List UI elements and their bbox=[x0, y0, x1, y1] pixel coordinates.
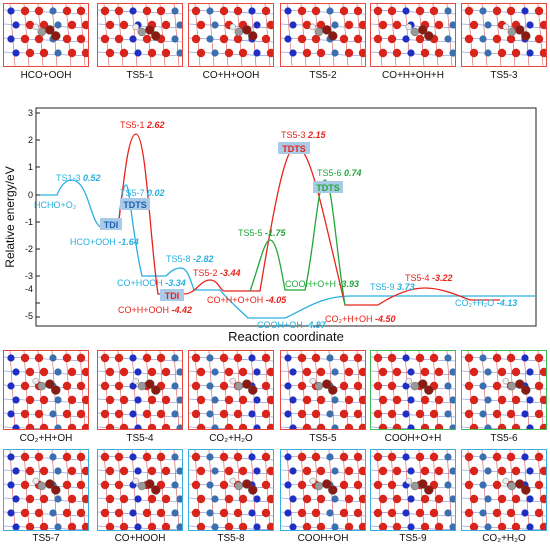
slab-structure-picture bbox=[462, 4, 546, 66]
slab-structure-picture bbox=[281, 351, 365, 429]
caption-co-h-oh-h: CO+H+OH+H bbox=[382, 70, 444, 81]
slab-structure-picture bbox=[281, 450, 365, 530]
panel-ts5-2 bbox=[280, 3, 366, 67]
caption-co2-h2o-final: CO₂+H₂O bbox=[482, 533, 526, 544]
slab-structure-picture bbox=[462, 450, 546, 530]
panel-hco-ooh bbox=[3, 3, 89, 67]
caption-ts5-6: TS5-6 bbox=[490, 433, 518, 444]
panel-co2-h2o-final bbox=[461, 449, 547, 531]
panel-co-h-ooh bbox=[188, 3, 274, 67]
red-energy-path bbox=[117, 133, 500, 306]
slab-structure-picture bbox=[189, 4, 273, 66]
slab-structure-picture bbox=[189, 351, 273, 429]
caption-ts5-3: TS5-3 bbox=[490, 70, 518, 81]
caption-cooh-o-h: COOH+O+H bbox=[384, 433, 442, 444]
y-tick-1: 1 bbox=[28, 162, 33, 172]
label-ts5-1: TS5-1 2.62 bbox=[120, 120, 165, 130]
label-hcho-o2: HCHO+O₂ bbox=[34, 200, 77, 210]
badge-tdi-1: TDI bbox=[104, 220, 119, 230]
panel-ts5-9 bbox=[370, 449, 456, 531]
panel-ts5-8 bbox=[188, 449, 274, 531]
plot-frame bbox=[35, 107, 537, 327]
caption-ts5-8: TS5-8 bbox=[217, 533, 245, 544]
label-ts5-7: TS5-7 0.02 bbox=[120, 188, 165, 198]
slab-structure-picture bbox=[189, 450, 273, 530]
label-ts5-8: TS5-8 -2.82 bbox=[166, 254, 214, 264]
caption-co-h-ooh: CO+H+OOH bbox=[202, 70, 260, 81]
slab-structure-picture bbox=[371, 450, 455, 530]
panel-ts5-3 bbox=[461, 3, 547, 67]
badges: TDI TDTS TDI TDTS TDTS bbox=[100, 142, 343, 301]
label-ts5-5: TS5-5 -1.75 bbox=[238, 228, 287, 238]
caption-ts5-9: TS5-9 bbox=[399, 533, 427, 544]
label-ts5-6: TS5-6 0.74 bbox=[317, 168, 362, 178]
label-co2-h-oh: CO₂+H+OH -4.50 bbox=[325, 314, 396, 324]
panel-ts5-6 bbox=[461, 350, 547, 430]
caption-ts5-7: TS5-7 bbox=[32, 533, 60, 544]
slab-structure-picture bbox=[281, 4, 365, 66]
label-cooh-o-h: COOH+O+H -3.93 bbox=[285, 279, 359, 289]
badge-tdts-3: TDTS bbox=[316, 183, 340, 193]
panel-cooh-oh bbox=[280, 449, 366, 531]
y-tick-0: 0 bbox=[28, 190, 33, 200]
y-tick-m5: -5 bbox=[25, 311, 33, 321]
slab-structure-picture bbox=[98, 4, 182, 66]
badge-tdts-2: TDTS bbox=[282, 144, 306, 154]
label-co-hooh: CO+HOOH -3.34 bbox=[117, 278, 186, 288]
level-labels: TS5-1 2.62 TS5-3 2.15 TS5-2 -3.44 CO+H+O… bbox=[34, 120, 517, 330]
y-tick-m4: -4 bbox=[25, 284, 33, 294]
label-ts5-9: TS5-9 3.73 bbox=[370, 282, 415, 292]
panel-co2-h2o bbox=[188, 350, 274, 430]
y-tick-m3: -3 bbox=[25, 271, 33, 281]
slab-structure-picture bbox=[98, 450, 182, 530]
caption-hco-ooh: HCO+OOH bbox=[20, 70, 72, 81]
label-ts5-3: TS5-3 2.15 bbox=[281, 130, 327, 140]
label-hco-ooh: HCO+OOH -1.64 bbox=[70, 237, 139, 247]
y-axis-label: Relative energy/eV bbox=[3, 166, 17, 267]
caption-ts5-4: TS5-4 bbox=[126, 433, 154, 444]
label-ts5-4: TS5-4 -3.22 bbox=[405, 273, 453, 283]
slab-structure-picture bbox=[4, 4, 88, 66]
y-tick-m1: -1 bbox=[25, 217, 33, 227]
panel-ts5-1 bbox=[97, 3, 183, 67]
y-tick-3: 3 bbox=[28, 108, 33, 118]
panel-co-h-oh-h bbox=[370, 3, 456, 67]
panel-co-hooh bbox=[97, 449, 183, 531]
caption-ts5-5: TS5-5 bbox=[309, 433, 337, 444]
y-tick-2: 2 bbox=[28, 135, 33, 145]
slab-structure-picture bbox=[371, 4, 455, 66]
label-ts5-2: TS5-2 -3.44 bbox=[193, 268, 241, 278]
slab-structure-picture bbox=[462, 351, 546, 429]
badge-tdts-1: TDTS bbox=[123, 200, 147, 210]
panel-cooh-o-h bbox=[370, 350, 456, 430]
cyan-energy-path bbox=[40, 179, 536, 319]
panel-ts5-7 bbox=[3, 449, 89, 531]
caption-co-hooh: CO+HOOH bbox=[114, 533, 166, 544]
label-co-h-o-oh: CO+H+O+OH -4.05 bbox=[207, 295, 287, 305]
label-ts1-3: TS1-3 0.52 bbox=[56, 173, 101, 183]
slab-structure-picture bbox=[371, 351, 455, 429]
x-axis-label: Reaction coordinate bbox=[228, 329, 344, 344]
label-co-h-ooh: CO+H+OOH -4.42 bbox=[118, 305, 192, 315]
panel-co2-h-oh bbox=[3, 350, 89, 430]
y-tick-m2: -2 bbox=[25, 244, 33, 254]
green-energy-path bbox=[249, 179, 346, 306]
panel-ts5-4 bbox=[97, 350, 183, 430]
caption-cooh-oh: COOH+OH bbox=[297, 533, 349, 544]
panel-ts5-5 bbox=[280, 350, 366, 430]
caption-ts5-1: TS5-1 bbox=[126, 70, 154, 81]
caption-co2-h-oh: CO₂+H+OH bbox=[19, 433, 73, 444]
y-ticks: 3 2 1 0 -1 -2 -3 -4 -5 bbox=[25, 108, 40, 321]
slab-structure-picture bbox=[4, 351, 88, 429]
badge-tdi-2: TDI bbox=[165, 291, 180, 301]
slab-structure-picture bbox=[4, 450, 88, 530]
caption-ts5-2: TS5-2 bbox=[309, 70, 337, 81]
slab-structure-picture bbox=[98, 351, 182, 429]
label-cooh-oh: COOH+OH -4.97 bbox=[257, 320, 327, 330]
energy-profile-diagram: 3 2 1 0 -1 -2 -3 -4 -5 Relative energy/e… bbox=[3, 107, 537, 344]
caption-co2-h2o: CO₂+H₂O bbox=[209, 433, 253, 444]
label-co2-h2o: CO₂+H₂O -4.13 bbox=[455, 298, 517, 308]
